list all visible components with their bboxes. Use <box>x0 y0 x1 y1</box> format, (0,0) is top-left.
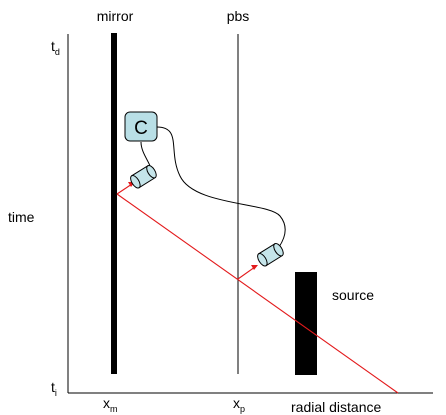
upper-detector-back <box>146 164 157 179</box>
source-label: source <box>332 287 374 303</box>
x-mirror-label: xm <box>103 395 118 414</box>
lower-detector-back <box>273 242 284 257</box>
lower-detector-face <box>257 253 268 267</box>
counter-box <box>124 111 158 142</box>
beam-split-to-lower-detector <box>237 266 256 280</box>
beam-reflection-to-upper-detector <box>116 183 133 195</box>
x-pbs-label: xp <box>233 395 245 414</box>
beam-line <box>116 193 399 394</box>
upper-detector-face <box>130 175 141 189</box>
cable-lower <box>156 126 286 248</box>
upper-detector <box>130 164 157 189</box>
distance-axis-label: radial distance <box>291 399 381 415</box>
mirror-worldline <box>111 33 117 374</box>
t-initial-label: ti <box>51 379 57 398</box>
mirror-label: mirror <box>97 8 134 24</box>
source-block <box>295 272 317 375</box>
t-final-label: td <box>51 38 60 57</box>
time-axis-label: time <box>8 209 35 225</box>
counter-label: C <box>134 118 148 139</box>
lower-detector <box>257 242 284 267</box>
pbs-label: pbs <box>227 8 250 24</box>
beam-arrowhead-lower <box>251 265 258 270</box>
